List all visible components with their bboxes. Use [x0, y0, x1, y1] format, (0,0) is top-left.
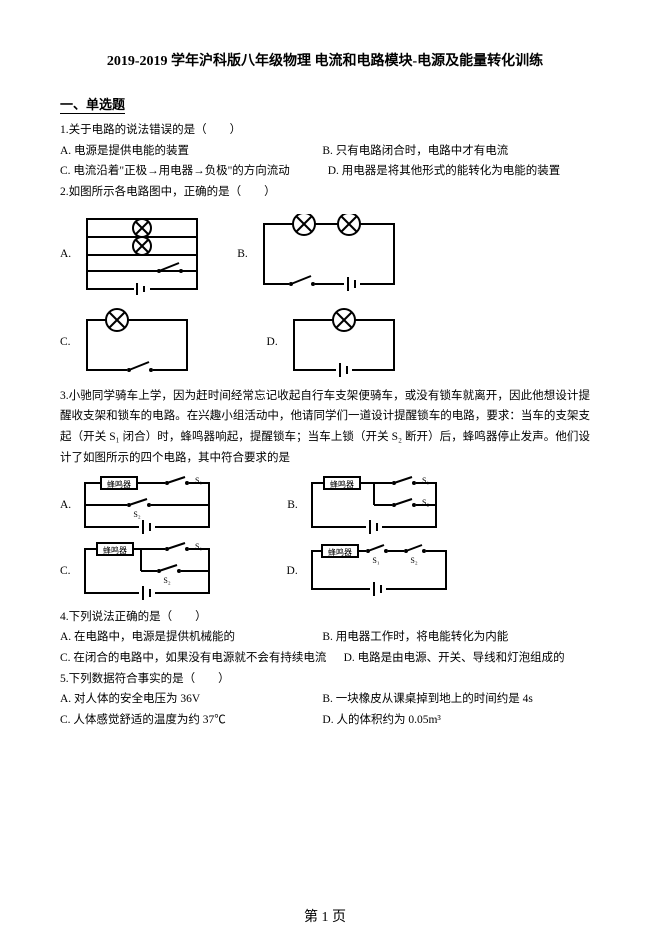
- q1-row2: C. 电流沿着"正极→用电器→负极"的方向流动 D. 用电器是将其他形式的能转化…: [60, 161, 590, 182]
- q3-label-c: C.: [60, 565, 71, 577]
- q4-row2: C. 在闭合的电路中，如果没有电源就不会有持续电流 D. 电路是由电源、开关、导…: [60, 648, 590, 669]
- circuit-q2b: [254, 214, 404, 294]
- q1-opt-a: A. 电源是提供电能的装置: [60, 141, 314, 162]
- circuit-q3c: 蜂鸣器 S₁ S₂: [77, 541, 217, 601]
- q4-opt-a: A. 在电路中，电源是提供机械能的: [60, 627, 314, 648]
- svg-text:S₂: S₂: [134, 510, 141, 519]
- q2-row2: C. D.: [60, 305, 590, 380]
- q2-row1: A.: [60, 209, 590, 299]
- circuit-q3a: 蜂鸣器 S₁ S₂: [77, 475, 217, 535]
- q3-cell-a: A. 蜂鸣器 S₁ S₂: [60, 475, 217, 535]
- q2-cell-b: B.: [237, 214, 404, 294]
- q2-label-c: C.: [60, 336, 71, 348]
- svg-text:S₁: S₁: [422, 476, 429, 485]
- circuit-q2a: [77, 209, 207, 299]
- q1-opt-b: B. 只有电路闭合时，电路中才有电流: [322, 141, 576, 162]
- q5-opt-a: A. 对人体的安全电压为 36V: [60, 689, 314, 710]
- q5-row2: C. 人体感觉舒适的温度为约 37℃ D. 人的体积约为 0.05m³: [60, 710, 590, 731]
- q5-stem: 5.下列数据符合事实的是（ ）: [60, 669, 590, 690]
- svg-text:蜂鸣器: 蜂鸣器: [103, 545, 127, 555]
- q1-row1: A. 电源是提供电能的装置 B. 只有电路闭合时，电路中才有电流: [60, 141, 590, 162]
- q3-cell-d: D. 蜂鸣器 S₁ S₂: [287, 543, 454, 598]
- q4-opt-b: B. 用电器工作时，将电能转化为内能: [322, 627, 576, 648]
- q2-stem: 2.如图所示各电路图中，正确的是（ ）: [60, 182, 590, 203]
- circuit-q3d: 蜂鸣器 S₁ S₂: [304, 543, 454, 598]
- q3-cell-c: C. 蜂鸣器 S₁ S₂: [60, 541, 217, 601]
- svg-text:S₁: S₁: [195, 476, 202, 485]
- svg-text:蜂鸣器: 蜂鸣器: [328, 547, 352, 557]
- svg-text:S₂: S₂: [163, 576, 170, 585]
- q4-stem: 4.下列说法正确的是（ ）: [60, 607, 590, 628]
- q5-row1: A. 对人体的安全电压为 36V B. 一块橡皮从课桌掉到地上的时间约是 4s: [60, 689, 590, 710]
- svg-text:S₁: S₁: [195, 542, 202, 551]
- q5-opt-c: C. 人体感觉舒适的温度为约 37℃: [60, 710, 314, 731]
- svg-text:蜂鸣器: 蜂鸣器: [330, 479, 354, 489]
- page: 2019-2019 学年沪科版八年级物理 电流和电路模块-电源及能量转化训练 一…: [0, 0, 650, 940]
- section-header: 一、单选题: [60, 94, 125, 114]
- q4-opt-d: D. 电路是由电源、开关、导线和灯泡组成的: [344, 648, 588, 669]
- svg-text:S₂: S₂: [422, 498, 429, 507]
- q4-row1: A. 在电路中，电源是提供机械能的 B. 用电器工作时，将电能转化为内能: [60, 627, 590, 648]
- circuit-q2c: [77, 305, 197, 380]
- svg-text:S₁: S₁: [372, 556, 379, 565]
- q2-label-b: B.: [237, 248, 248, 260]
- q5-opt-d: D. 人的体积约为 0.05m³: [322, 710, 576, 731]
- circuit-q2d: [284, 305, 404, 380]
- q1-opt-d: D. 用电器是将其他形式的能转化为电能的装置: [328, 161, 588, 182]
- q2-cell-d: D.: [267, 305, 404, 380]
- q4-opt-c: C. 在闭合的电路中，如果没有电源就不会有持续电流: [60, 648, 336, 669]
- q5-opt-b: B. 一块橡皮从课桌掉到地上的时间约是 4s: [322, 689, 576, 710]
- q3-label-b: B.: [287, 499, 298, 511]
- q3-stem: 3.小驰同学骑车上学，因为赶时间经常忘记收起自行车支架便骑车，或没有锁车就离开，…: [60, 386, 590, 469]
- svg-text:蜂鸣器: 蜂鸣器: [107, 479, 131, 489]
- page-footer: 第 1 页: [0, 906, 650, 926]
- q3-row1: A. 蜂鸣器 S₁ S₂: [60, 475, 590, 535]
- q3-row2: C. 蜂鸣器 S₁ S₂ D.: [60, 541, 590, 601]
- page-title: 2019-2019 学年沪科版八年级物理 电流和电路模块-电源及能量转化训练: [60, 50, 590, 70]
- q3-label-d: D.: [287, 565, 298, 577]
- q2-cell-a: A.: [60, 209, 207, 299]
- q2-label-d: D.: [267, 336, 278, 348]
- q3-cell-b: B. 蜂鸣器 S₁ S₂: [287, 475, 444, 535]
- section-header-wrap: 一、单选题: [60, 94, 590, 120]
- circuit-q3b: 蜂鸣器 S₁ S₂: [304, 475, 444, 535]
- q1-opt-c: C. 电流沿着"正极→用电器→负极"的方向流动: [60, 161, 320, 182]
- svg-text:S₂: S₂: [410, 556, 417, 565]
- q3-label-a: A.: [60, 499, 71, 511]
- q2-label-a: A.: [60, 248, 71, 260]
- q2-cell-c: C.: [60, 305, 197, 380]
- q1-stem: 1.关于电路的说法错误的是（ ）: [60, 120, 590, 141]
